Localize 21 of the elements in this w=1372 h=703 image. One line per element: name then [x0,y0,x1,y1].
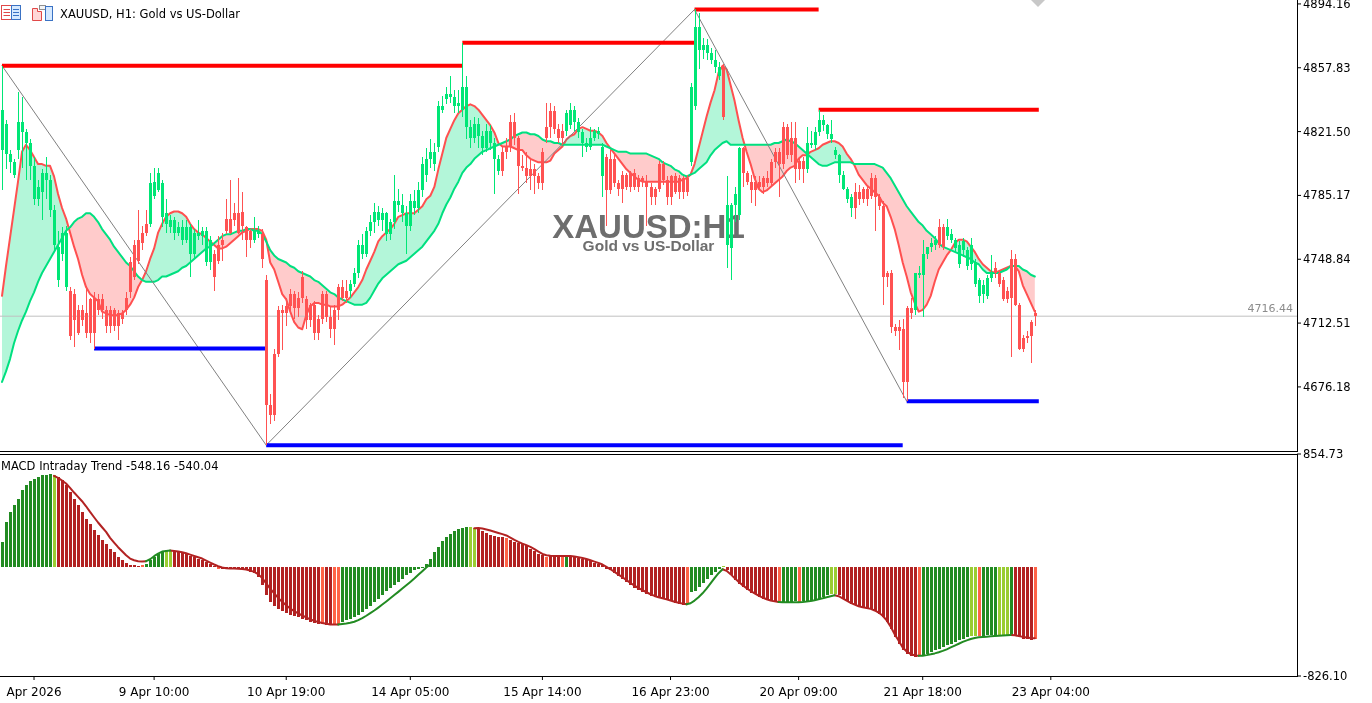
ref-line-label: 4716.44 [1247,302,1293,316]
x-tick-label: 20 Apr 09:00 [759,685,838,699]
y-tick-label: 854.73 [1303,447,1344,461]
x-tick-label: 21 Apr 18:00 [883,685,962,699]
y-tick-label: 4712.51 [1303,316,1351,331]
x-tick-label: 15 Apr 14:00 [503,685,582,699]
y-tick-label: 4894.16 [1303,0,1351,11]
y-tick-label: 4821.50 [1303,124,1351,139]
x-tick-label: Apr 2026 [6,685,62,699]
text: XAUUSD, H1: Gold vs US-Dollar [60,7,241,21]
text: MACD Intraday Trend -548.16 -540.04 [1,459,219,473]
x-tick-label: 23 Apr 04:00 [1011,685,1090,699]
y-tick-label: -826.10 [1303,669,1348,683]
y-tick-label: 4785.17 [1303,188,1351,203]
y-tick-label: 4676.18 [1303,379,1351,394]
x-tick-label: 10 Apr 19:00 [247,685,326,699]
x-tick-label: 14 Apr 05:00 [371,685,450,699]
y-tick-label: 4857.83 [1303,60,1351,75]
x-tick-label: 16 Apr 23:00 [631,685,710,699]
y-tick-label: 4748.84 [1303,252,1351,267]
x-tick-label: 9 Apr 10:00 [118,685,190,699]
